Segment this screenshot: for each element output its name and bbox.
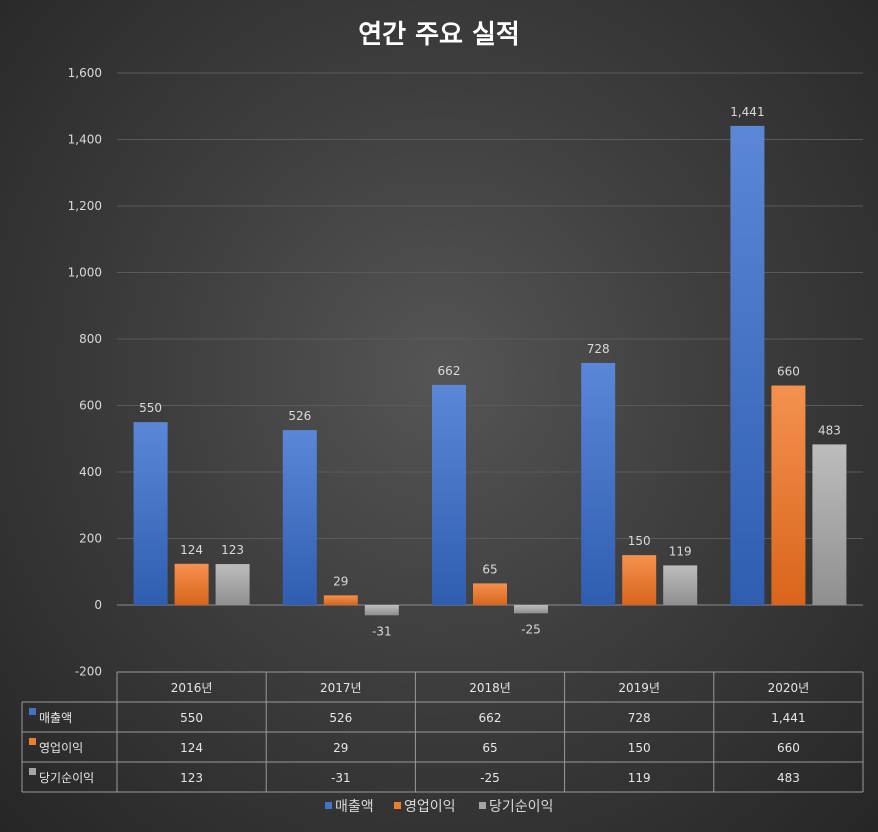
bar-당기순이익-2019년 [663,565,698,605]
table-cell: -31 [331,771,351,785]
table-header-cell: 2016년 [171,681,213,695]
bar-영업이익-2016년 [174,563,209,605]
data-label: 660 [777,365,800,379]
bar-영업이익-2017년 [323,595,358,605]
bar-당기순이익-2016년 [215,564,250,605]
table-cell: 124 [180,741,203,755]
table-cell: 728 [628,711,651,725]
table-header-cell: 2019년 [618,681,660,695]
table-header-cell: 2017년 [320,681,362,695]
table-row-label: 영업이익 [39,741,83,755]
legend-label: 영업이익 [404,799,456,815]
legend-swatch-매출액 [325,802,332,809]
data-label: 662 [438,364,461,378]
table-cell: 1,441 [771,711,805,725]
bar-영업이익-2019년 [622,555,657,605]
series-key-매출액 [29,708,36,715]
legend: 매출액 영업이익 당기순이익 [325,799,553,815]
table-cell: 123 [180,771,203,785]
bar-당기순이익-2017년 [364,605,399,616]
table-cell: 119 [628,771,651,785]
table-cell: 660 [777,741,800,755]
bars: 550 526 662 728 1,441 124 29 65 150 660 123 -31 -25 1… [133,105,847,638]
chart-title: 연간 주요 실적 [358,20,520,50]
table-header-cell: 2020년 [768,681,810,695]
series-key-당기순이익 [29,768,36,775]
bar-매출액-2019년 [581,362,616,605]
table-cell: 65 [482,741,497,755]
data-label: 483 [818,423,841,437]
y-tick-label: 600 [79,399,102,413]
legend-label: 당기순이익 [489,799,553,815]
y-tick-label: -200 [75,665,102,679]
bar-당기순이익-2020년 [812,444,847,605]
data-label: 526 [288,409,311,423]
y-tick-label: 1,400 [68,133,102,147]
data-label: 65 [482,562,497,576]
table-row-label: 매출액 [39,711,72,725]
table-row-label: 당기순이익 [39,771,94,785]
y-tick-label: 1,200 [68,199,102,213]
y-tick-label: 1,000 [68,266,102,280]
y-tick-label: 200 [79,532,102,546]
y-tick-label: 0 [94,598,102,612]
legend-swatch-당기순이익 [479,802,486,809]
bar-매출액-2016년 [133,422,168,605]
table-cell: 29 [333,741,348,755]
bar-영업이익-2018년 [473,583,507,605]
legend-swatch-영업이익 [394,802,401,809]
bar-매출액-2020년 [730,125,765,606]
y-tick-label: 800 [79,332,102,346]
bar-당기순이익-2018년 [514,605,548,614]
table-cell: 662 [479,711,502,725]
table-cell: 150 [628,741,651,755]
data-label: -25 [521,622,541,636]
data-label: 550 [139,401,162,415]
table-cell: -25 [480,771,500,785]
table-header-cell: 2018년 [469,681,511,695]
table-cell: 550 [180,711,203,725]
bar-영업이익-2020년 [771,385,806,605]
legend-label: 매출액 [335,799,374,815]
data-label: 728 [587,342,610,356]
data-label: -31 [372,624,392,638]
grid: -200 0 200 400 600 800 1,000 1,200 1,400 1,600 [68,66,863,679]
data-label: 29 [333,574,348,588]
series-key-영업이익 [29,738,36,745]
y-tick-label: 400 [79,465,102,479]
data-label: 150 [628,534,651,548]
bar-매출액-2018년 [432,384,466,605]
data-label: 124 [180,543,203,557]
data-label: 123 [221,543,244,557]
y-tick-label: 1,600 [68,66,102,80]
bar-매출액-2017년 [282,430,317,605]
table-cell: 483 [777,771,800,785]
data-label: 119 [669,544,692,558]
data-label: 1,441 [730,105,764,119]
table-cell: 526 [329,711,352,725]
